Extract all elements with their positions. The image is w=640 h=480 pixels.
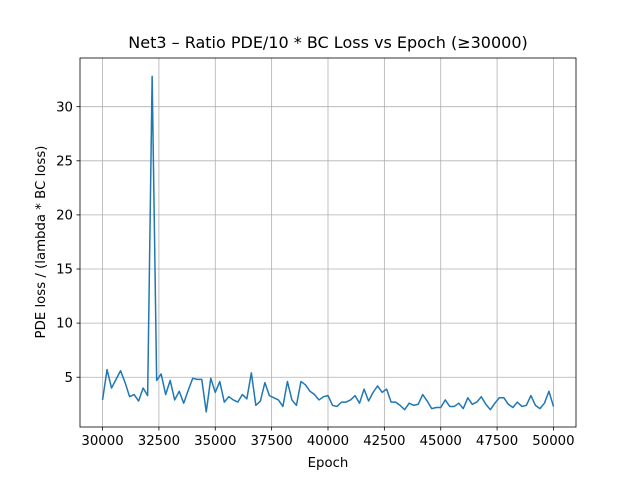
- x-tick-label: 42500: [363, 434, 405, 449]
- ticks: 30000 32500 35000 37500 40000 42500 45000 47500…: [56, 100, 575, 449]
- x-tick-label: 47500: [476, 434, 518, 449]
- y-axis-label: PDE loss / (lambda * BC loss): [34, 146, 49, 339]
- x-tick-label: 32500: [138, 434, 180, 449]
- x-tick-label: 50000: [532, 434, 574, 449]
- series-layer: [101, 75, 555, 413]
- y-tick-label: 25: [56, 154, 73, 169]
- x-axis-label: Epoch: [308, 456, 349, 471]
- series-line: [101, 75, 555, 413]
- y-tick-label: 20: [56, 209, 73, 224]
- x-tick-label: 37500: [250, 434, 292, 449]
- y-tick-label: 15: [56, 263, 73, 278]
- x-tick-label: 40000: [307, 434, 349, 449]
- y-tick-label: 5: [65, 371, 73, 386]
- x-tick-label: 45000: [420, 434, 462, 449]
- grid: [80, 58, 576, 427]
- y-tick-label: 30: [56, 100, 73, 115]
- x-tick-label: 30000: [81, 434, 123, 449]
- y-tick-label: 10: [56, 317, 73, 332]
- x-tick-label: 35000: [194, 434, 236, 449]
- chart-title: Net3 – Ratio PDE/10 * BC Loss vs Epoch (…: [128, 33, 528, 52]
